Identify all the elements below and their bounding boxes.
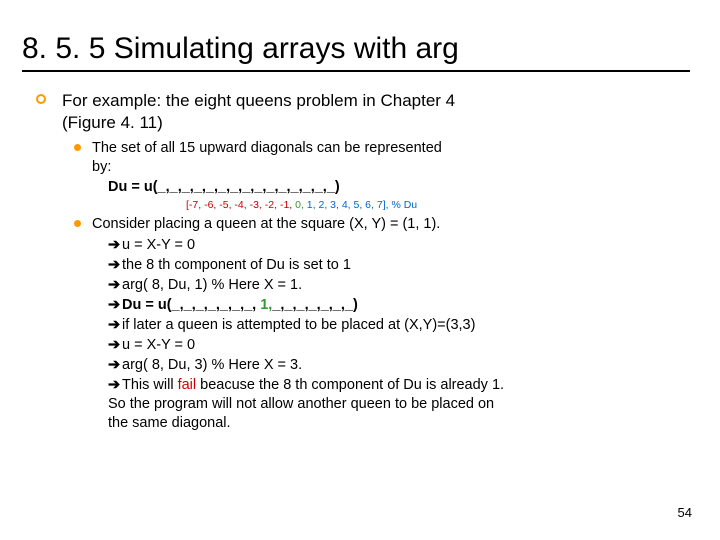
lvl2a-line1: The set of all 15 upward diagonals can b… <box>92 140 442 156</box>
step-4-pre: Du = u(_,_,_,_,_,_,_, <box>122 297 256 313</box>
lvl1-text-line2: (Figure 4. 11) <box>62 113 163 132</box>
arrow-icon: ➔ <box>108 355 122 375</box>
du-definition: Du = u(_,_,_,_,_,_,_,_,_,_,_,_,_,_,_) <box>22 178 698 198</box>
step-4-post: _,_,_,_,_,_,_) <box>272 297 357 313</box>
step-4: ➔Du = u(_,_,_,_,_,_,_, 1,_,_,_,_,_,_,_) <box>22 295 698 315</box>
step-2: ➔the 8 th component of Du is set to 1 <box>22 255 698 275</box>
bullet-level1: For example: the eight queens problem in… <box>22 90 698 135</box>
tail-line-1: So the program will not allow another qu… <box>22 395 698 415</box>
arrow-icon: ➔ <box>108 375 122 395</box>
step-1-text: u = X-Y = 0 <box>122 237 195 253</box>
step-6: ➔u = X-Y = 0 <box>22 335 698 355</box>
index-list: [-7, -6, -5, -4, -3, -2, -1, 0, 1, 2, 3,… <box>22 200 698 212</box>
step-8-fail: fail <box>178 377 197 393</box>
disc-icon <box>74 220 81 227</box>
step-8: ➔This will fail beacuse the 8 th compone… <box>22 375 698 395</box>
step-8-b: beacuse the 8 th component of Du is alre… <box>196 377 504 393</box>
slide: 8. 5. 5 Simulating arrays with arg For e… <box>0 0 720 540</box>
step-5: ➔if later a queen is attempted to be pla… <box>22 315 698 335</box>
bullet-level2-a: The set of all 15 upward diagonals can b… <box>22 139 698 178</box>
bullet-level2-b: Consider placing a queen at the square (… <box>22 215 698 235</box>
step-2-text: the 8 th component of Du is set to 1 <box>122 257 351 273</box>
arrow-icon: ➔ <box>108 275 122 295</box>
step-7: ➔arg( 8, Du, 3) % Here X = 3. <box>22 355 698 375</box>
step-5-text: if later a queen is attempted to be plac… <box>122 317 475 333</box>
arrow-icon: ➔ <box>108 335 122 355</box>
lvl2b-text: Consider placing a queen at the square (… <box>92 216 440 232</box>
step-1: ➔u = X-Y = 0 <box>22 235 698 255</box>
step-4-mid: 1, <box>256 297 272 313</box>
lvl2a-line2: by: <box>92 159 111 175</box>
slide-title: 8. 5. 5 Simulating arrays with arg <box>22 32 698 66</box>
step-3: ➔arg( 8, Du, 1) % Here X = 1. <box>22 275 698 295</box>
step-7-text: arg( 8, Du, 3) % Here X = 3. <box>122 357 302 373</box>
indices-zero: 0, <box>292 199 304 211</box>
title-underline <box>22 70 690 72</box>
arrow-icon: ➔ <box>108 315 122 335</box>
arrow-icon: ➔ <box>108 235 122 255</box>
tail-line-2: the same diagonal. <box>22 414 698 434</box>
page-number: 54 <box>678 505 692 520</box>
step-3-text: arg( 8, Du, 1) % Here X = 1. <box>122 277 302 293</box>
step-8-a: This will <box>122 377 178 393</box>
arrow-icon: ➔ <box>108 255 122 275</box>
step-6-text: u = X-Y = 0 <box>122 337 195 353</box>
indices-negative: [-7, -6, -5, -4, -3, -2, -1, <box>186 199 292 211</box>
arrow-icon: ➔ <box>108 295 122 315</box>
lvl1-text-line1: For example: the eight queens problem in… <box>62 91 455 110</box>
circle-icon <box>36 94 46 104</box>
indices-positive: 1, 2, 3, 4, 5, 6, 7], % Du <box>304 199 417 211</box>
disc-icon <box>74 144 81 151</box>
